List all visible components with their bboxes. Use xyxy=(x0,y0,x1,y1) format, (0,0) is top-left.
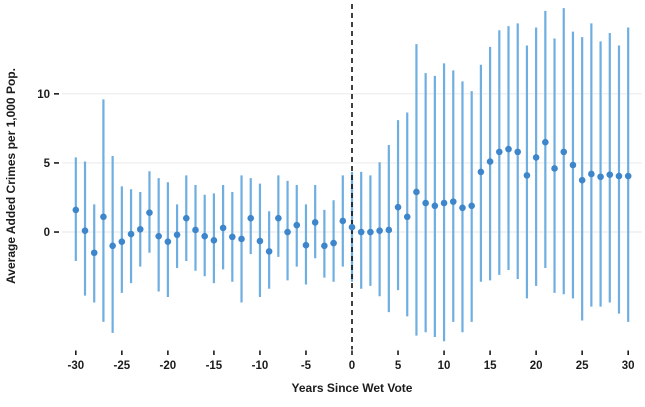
x-tick-label: -5 xyxy=(301,360,312,372)
data-point xyxy=(569,161,577,169)
data-point xyxy=(385,226,393,234)
data-point xyxy=(311,219,319,226)
data-point xyxy=(155,232,162,240)
data-point xyxy=(560,148,568,156)
data-point xyxy=(219,224,227,232)
data-point xyxy=(468,202,475,210)
data-point xyxy=(459,204,466,212)
data-point xyxy=(496,148,503,156)
x-tick-label: 20 xyxy=(530,360,543,372)
data-point xyxy=(146,209,153,216)
data-point xyxy=(422,199,429,207)
x-tick-label: -30 xyxy=(67,360,84,372)
data-point xyxy=(394,203,402,211)
data-point xyxy=(542,138,549,146)
data-point xyxy=(413,188,420,196)
data-point xyxy=(136,225,144,233)
data-point xyxy=(293,221,301,229)
data-point xyxy=(477,168,485,176)
data-point xyxy=(81,227,89,234)
data-point xyxy=(90,249,98,257)
data-point xyxy=(321,242,328,250)
data-point xyxy=(403,213,411,221)
data-point xyxy=(588,170,595,178)
data-point xyxy=(624,172,632,180)
data-points-layer xyxy=(72,138,632,257)
data-point xyxy=(118,238,126,246)
data-point xyxy=(127,230,135,238)
x-axis-title: Years Since Wet Vote xyxy=(292,381,413,395)
data-point xyxy=(551,165,558,172)
data-point xyxy=(256,237,264,245)
x-tick-label: 5 xyxy=(395,360,402,372)
x-tick-label: -15 xyxy=(206,360,223,372)
data-point xyxy=(597,173,604,181)
data-point xyxy=(339,217,347,225)
data-point xyxy=(606,171,614,178)
data-point xyxy=(367,228,374,236)
x-tick-label: -20 xyxy=(160,360,177,372)
x-tick-label: 0 xyxy=(349,360,355,372)
x-tick-label: 10 xyxy=(438,360,451,372)
x-tick-label: 30 xyxy=(622,360,635,372)
data-point xyxy=(376,227,383,234)
x-tick-label: 25 xyxy=(576,360,589,372)
data-point xyxy=(229,233,236,241)
data-point xyxy=(275,214,282,222)
data-point xyxy=(440,199,448,207)
data-point xyxy=(72,206,80,214)
data-point xyxy=(302,241,310,249)
data-point xyxy=(284,228,291,236)
axes-layer: 0 5 10 -30 -25 -20 -15 -10 -5 0 5 10 15 20 25 30 xyxy=(37,89,634,372)
data-point xyxy=(330,239,337,247)
x-tick-label: -10 xyxy=(252,360,269,372)
data-point xyxy=(486,158,494,165)
data-point xyxy=(431,202,439,210)
y-tick-label: 0 xyxy=(44,227,50,239)
data-point xyxy=(357,228,365,236)
y-tick-label: 10 xyxy=(37,89,50,101)
data-point xyxy=(505,145,512,153)
data-point xyxy=(578,176,586,184)
data-point xyxy=(514,148,522,156)
data-point xyxy=(210,237,218,244)
data-point xyxy=(201,232,208,240)
data-point xyxy=(238,235,245,243)
data-point xyxy=(109,242,116,250)
data-point xyxy=(523,172,531,179)
y-axis-title: Average Added Crimes per 1,000 Pop. xyxy=(4,68,18,284)
data-point xyxy=(532,154,540,161)
data-point xyxy=(247,214,255,222)
data-point xyxy=(100,213,107,221)
data-point xyxy=(182,214,190,222)
y-tick-label: 5 xyxy=(44,158,51,170)
data-point xyxy=(265,248,273,255)
data-point xyxy=(192,226,199,234)
data-point xyxy=(348,223,356,231)
x-tick-label: 15 xyxy=(484,360,497,372)
data-point xyxy=(615,172,623,180)
x-tick-label: -25 xyxy=(114,360,131,372)
data-point xyxy=(164,238,172,246)
data-point xyxy=(173,231,181,239)
data-point xyxy=(449,198,457,205)
